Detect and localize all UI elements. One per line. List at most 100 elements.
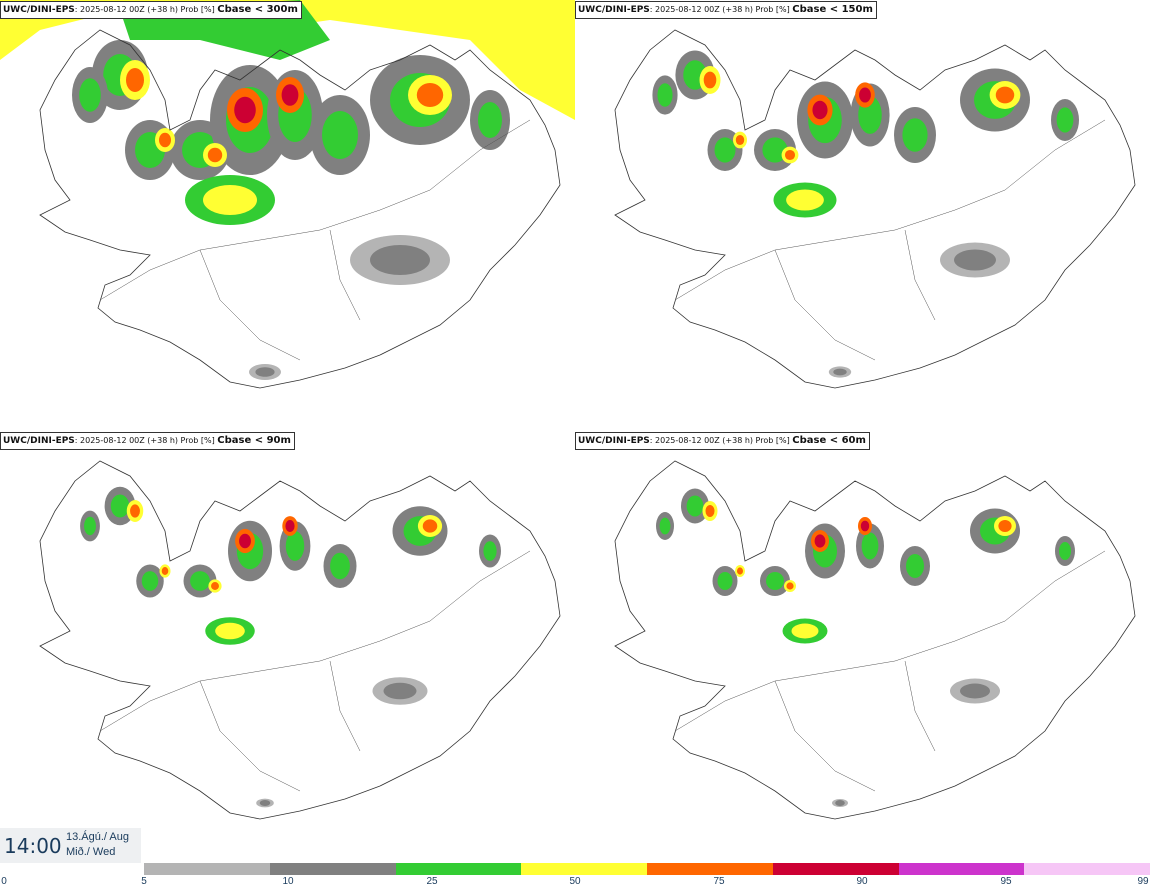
probability-area (906, 554, 924, 578)
probability-area (211, 582, 219, 590)
map-line (199, 680, 301, 792)
iceland-coastline (614, 29, 1136, 389)
panel-title: UWC/DINI-EPS: 2025-08-12 00Z (+38 h) Pro… (575, 432, 870, 450)
probability-area (330, 552, 350, 580)
colorbar-segment (269, 863, 396, 875)
probability-area (762, 137, 788, 163)
probability-area (812, 100, 828, 120)
probability-map-60m (614, 460, 1136, 820)
iceland-coastline (39, 460, 561, 820)
probability-area (714, 137, 736, 163)
map-line (99, 119, 531, 301)
probability-area (203, 185, 257, 215)
probability-area (859, 87, 871, 103)
probability-area (786, 582, 794, 590)
probability-area (478, 102, 502, 138)
probability-area (998, 520, 1012, 532)
probability-area (159, 132, 171, 148)
probability-area (735, 134, 745, 146)
colorbar-tick-label: 25 (426, 876, 438, 887)
map-panel-150m: UWC/DINI-EPS: 2025-08-12 00Z (+38 h) Pro… (575, 0, 1150, 431)
map-line (199, 249, 301, 361)
probability-area (190, 571, 210, 591)
probability-area (422, 519, 438, 533)
colorbar-tick-label: 90 (856, 876, 868, 887)
probability-area (141, 571, 159, 591)
probability-area (766, 572, 784, 590)
probability-area (285, 531, 305, 561)
probability-area (322, 111, 358, 159)
probability-area (861, 532, 879, 560)
colorbar-segment (898, 863, 1025, 875)
probability-area (130, 504, 140, 518)
map-line (774, 249, 876, 361)
probability-map-90m (39, 460, 561, 820)
colorbar-segment (144, 863, 270, 875)
valid-time: 14:00 (4, 834, 62, 858)
probability-area (717, 572, 733, 590)
probability-area (161, 567, 169, 575)
colorbar-segment (1024, 863, 1150, 875)
probability-area (960, 683, 990, 699)
colorbar-segment (647, 863, 773, 875)
map-line (674, 119, 1106, 301)
iceland-coastline (39, 29, 561, 389)
offshore-probability-area (0, 0, 575, 120)
probability-area (416, 83, 444, 107)
colorbar-tick-label: 10 (282, 876, 294, 887)
map-panel-90m: UWC/DINI-EPS: 2025-08-12 00Z (+38 h) Pro… (0, 431, 575, 862)
probability-area (703, 71, 717, 89)
probability-area (1059, 542, 1071, 560)
probability-area (705, 505, 715, 517)
probability-area (791, 623, 819, 639)
probability-area (659, 517, 671, 535)
map-line (99, 550, 531, 732)
probability-area (84, 516, 96, 536)
colorbar-tick-label: 5 (141, 876, 147, 887)
colorbar-tick-label: 99 (1137, 876, 1149, 887)
colorbar-segment (772, 863, 899, 875)
probability-area (215, 622, 245, 640)
probability-area (1056, 107, 1074, 133)
probability-area (383, 682, 417, 700)
probability-area (833, 368, 847, 376)
probability-area (995, 86, 1015, 104)
map-line (904, 229, 936, 321)
probability-area (954, 249, 996, 271)
probability-area (814, 534, 826, 548)
map-panel-60m: UWC/DINI-EPS: 2025-08-12 00Z (+38 h) Pro… (575, 431, 1150, 862)
probability-area (79, 78, 101, 112)
probability-area (285, 520, 295, 532)
probability-area (255, 367, 275, 377)
probability-colorbar (144, 863, 1150, 875)
probability-area (686, 495, 704, 517)
panel-title: UWC/DINI-EPS: 2025-08-12 00Z (+38 h) Pro… (0, 1, 302, 19)
probability-map-150m (614, 29, 1136, 389)
colorbar-tick-label: 95 (1000, 876, 1012, 887)
probability-area (126, 68, 144, 92)
probability-area (737, 567, 743, 575)
probability-area (786, 189, 824, 211)
map-line (674, 550, 1106, 732)
iceland-coastline (614, 460, 1136, 820)
panel-title: UWC/DINI-EPS: 2025-08-12 00Z (+38 h) Pro… (575, 1, 877, 19)
panel-title: UWC/DINI-EPS: 2025-08-12 00Z (+38 h) Pro… (0, 432, 295, 450)
probability-area (239, 533, 251, 549)
valid-time-box: 14:00 13.Ágú./ Aug Mið./ Wed (0, 828, 141, 863)
map-line (329, 660, 361, 752)
map-line (774, 680, 876, 792)
probability-area (784, 149, 796, 161)
valid-date-line1: 13.Ágú./ Aug (66, 831, 129, 843)
map-panel-300m: UWC/DINI-EPS: 2025-08-12 00Z (+38 h) Pro… (0, 0, 575, 431)
colorbar-tick-label: 75 (713, 876, 725, 887)
map-line (904, 660, 936, 752)
probability-area (259, 800, 271, 806)
probability-map-300m (0, 0, 575, 389)
probability-area (110, 494, 130, 518)
probability-area (860, 520, 870, 532)
colorbar-tick-label: 0 (1, 876, 7, 887)
probability-area (657, 83, 673, 107)
valid-date-line2: Mið./ Wed (66, 846, 116, 858)
colorbar-segment (395, 863, 522, 875)
probability-area (281, 84, 299, 106)
